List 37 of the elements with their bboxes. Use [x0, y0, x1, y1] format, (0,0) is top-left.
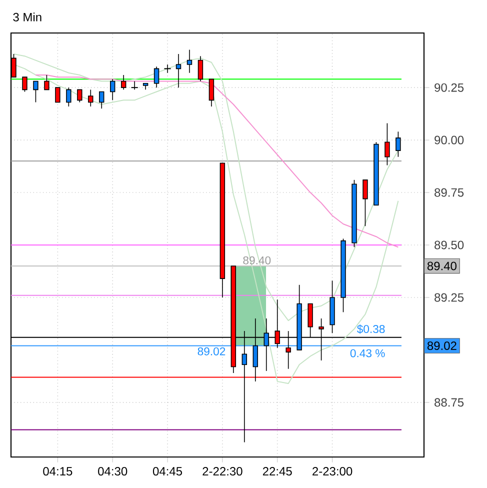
ref-line-label: 89.02 [427, 341, 456, 350]
candlestick [55, 87, 60, 103]
x-tick-label: 04:30 [98, 467, 128, 476]
x-tick-label: 2-22:30 [202, 467, 242, 476]
candlestick [88, 89, 94, 107]
candlestick [120, 74, 126, 90]
candlestick [198, 56, 204, 82]
y-tick-label: 89.75 [434, 188, 464, 197]
x-tick-label: 04:15 [43, 467, 72, 476]
y-tick-label: 90.25 [434, 83, 464, 92]
ref-line-label: 89.40 [427, 262, 456, 270]
candlestick [384, 122, 390, 166]
candlestick [110, 78, 116, 101]
x-tick-label: 22:45 [262, 467, 292, 476]
annotation: 89.02 [198, 347, 226, 356]
candlestick [33, 80, 38, 103]
annotation: 89.40 [243, 256, 271, 264]
y-tick-label: 90.00 [434, 136, 464, 144]
annotation: $0.38 [356, 324, 385, 334]
y-tick-label: 89.25 [434, 293, 464, 302]
candlestick [99, 91, 104, 109]
candlestick [176, 54, 182, 88]
candlestick [396, 131, 401, 158]
y-tick-label: 88.75 [434, 398, 464, 407]
x-tick-label: 2-23:00 [312, 467, 352, 476]
candlestick [44, 74, 50, 90]
chart-title: 3 Min [13, 12, 42, 22]
candlestick [22, 76, 28, 92]
annotation: 0.43 % [350, 349, 385, 358]
candlestick [66, 87, 72, 107]
candlestick [362, 180, 368, 226]
y-tick-label: 89.50 [434, 240, 464, 250]
candlestick [77, 89, 82, 103]
candlestick [208, 78, 214, 107]
candlestick [186, 49, 192, 74]
x-tick-label: 04:45 [152, 467, 182, 476]
candlestick [154, 66, 160, 88]
